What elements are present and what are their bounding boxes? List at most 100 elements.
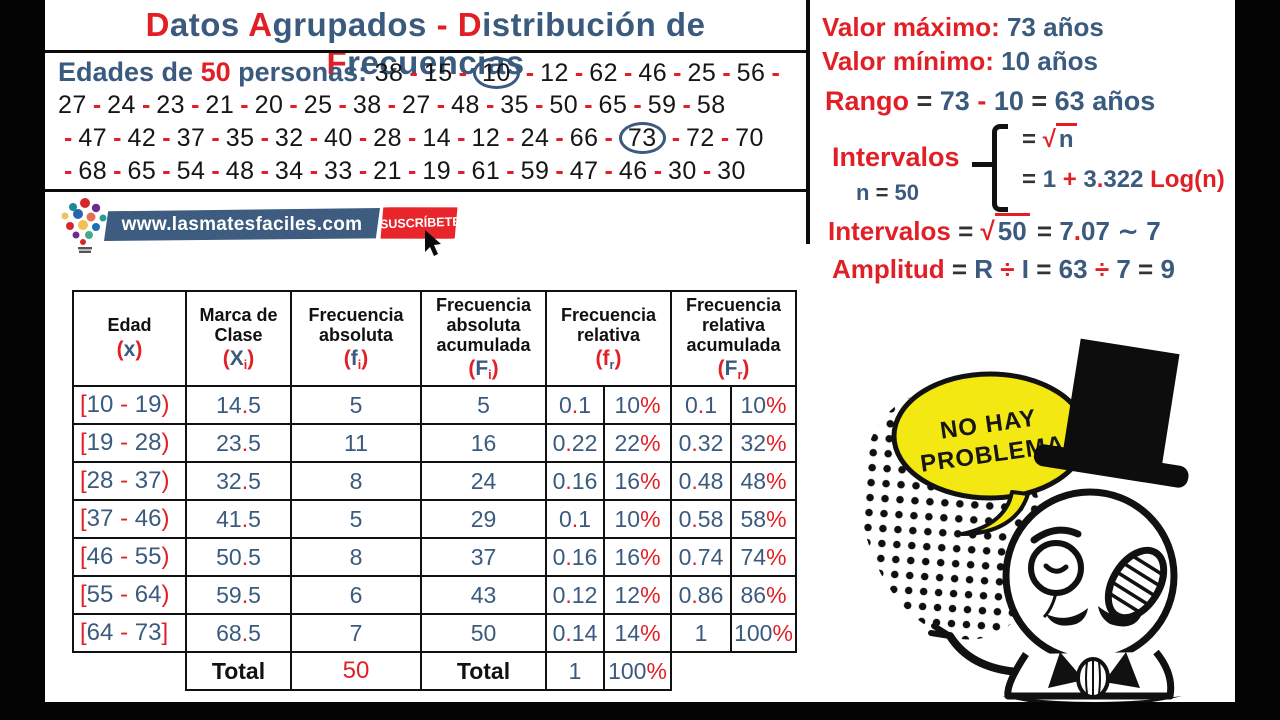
header-cell: Frecuencia absoluta acumulada (Fi) [420,290,547,387]
empty-cell [671,652,731,690]
title-divider [45,50,806,53]
cell: 59.5 [185,575,292,615]
cell: 0.32 [670,423,732,463]
age-number: 30 [668,157,697,185]
site-url[interactable]: www.lasmatesfaciles.com [104,208,380,241]
total-cell: Total [420,651,547,691]
dash: - [555,124,564,152]
left-frame-bar [0,0,45,720]
dash: - [604,157,613,185]
dash: - [407,124,417,152]
dash: - [457,124,466,152]
age-number: 12 [540,59,569,87]
age-number: 25 [303,91,333,119]
cursor-icon [425,230,441,256]
dash: - [653,157,663,185]
cell: 0.58 [670,499,732,539]
cell: 32.5 [185,461,292,501]
age-number: 46 [638,59,668,87]
cell: 12% [603,575,672,615]
cell: 14.5 [185,385,292,425]
meme-figure: NO HAY PROBLEMA [860,338,1189,706]
dash: - [358,157,368,185]
meme: NO HAY PROBLEMA [860,336,1235,706]
dash: - [506,124,515,152]
dash: - [407,157,417,185]
dash: - [211,124,220,152]
age-number: 68 [78,157,108,185]
age-number: 27 [58,91,87,119]
age-number: 24 [520,124,550,152]
age-number: 54 [176,157,206,185]
cell: 22% [603,423,672,463]
header-cell: Frecuencia relativa (fr) [545,290,672,387]
dataset-divider [45,189,806,192]
cell: 16% [603,461,672,501]
dash: - [387,91,396,119]
age-number: 65 [127,157,157,185]
cell: 43 [420,575,547,615]
age-number: 42 [127,124,157,152]
age-number: 50 [549,91,579,119]
cell: 8 [290,537,422,577]
dash: - [162,124,171,152]
age-number: 14 [422,124,452,152]
dash: - [309,157,319,185]
cell: 58% [730,499,797,539]
total-row: Total 50 Total 1 100% [73,651,796,691]
dash: - [604,124,613,152]
right-frame-bar [1235,0,1280,720]
intervals-label: Intervalos [832,142,960,172]
age-number: 70 [735,124,764,152]
cell: 0.1 [545,385,605,425]
cell: 24 [420,461,547,501]
table-row: [28 - 37) 32.5 8 24 0.16 16% 0.48 48% [72,461,797,501]
dash: - [289,91,298,119]
age-number: 38 [352,91,382,119]
cell: 29 [420,499,547,539]
cell: 0.48 [670,461,732,501]
arm [946,632,1022,676]
age-number: 35 [225,124,255,152]
age-number: 61 [471,157,501,185]
speech-bubble-tail [960,490,1030,536]
age-number: 65 [598,91,628,119]
cell: 50 [420,613,547,653]
dash: - [485,91,495,119]
bottom-frame-bar [0,702,1280,720]
total-cell: 50 [290,651,422,691]
cell: 0.12 [545,575,605,615]
cell: 0.22 [545,423,605,463]
dash: - [92,91,102,119]
age-number: 30 [717,157,746,185]
sturges-formula: = 1 + 3.322 Log(n) [1022,166,1225,193]
ages-line: -68-65-54-48-34-33-21-19-61-59-47-46-30-… [58,155,806,188]
cell: [28 - 37) [72,461,187,501]
grin-mouth [1103,546,1169,622]
total-cell: 1 [545,651,605,691]
frequency-table: Edad (x) Marca de Clase (Xi) Frecuencia abso… [72,290,797,691]
age-number: 59 [520,157,550,185]
dash: - [457,157,466,185]
age-number: 35 [500,91,530,119]
subscribe-button[interactable]: SUSCRÍBETE [379,205,458,242]
table-header-row: Edad (x) Marca de Clase (Xi) Frecuencia abso… [72,290,797,387]
cell: [46 - 55) [72,537,187,577]
age-number: 34 [274,157,304,185]
bracket-connector [972,162,992,167]
amplitude-calculation: Amplitud = R ÷ I = 63 ÷ 7 = 9 [832,254,1175,284]
dash: - [309,124,319,152]
dash: - [113,157,122,185]
age-number: 47 [569,157,599,185]
cell: 5 [290,499,422,539]
dash: - [525,59,535,87]
cell: 5 [420,385,547,425]
dash: - [162,157,171,185]
table-row: [55 - 64) 59.5 6 43 0.12 12% 0.86 86% [72,575,797,615]
cell: 10% [603,499,672,539]
cell: 16% [603,537,672,577]
ages-label: Edades de 50 personas: [58,57,375,87]
dash: - [260,124,269,152]
header-cell: Frecuencia relativa acumulada (Fr) [670,290,797,387]
range-line: Rango = 73 - 10 = 63 años [825,86,1156,116]
